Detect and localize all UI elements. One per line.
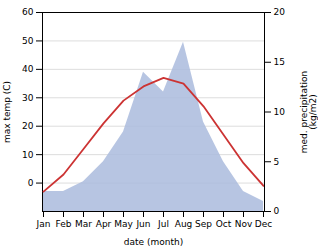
svg-text:May: May bbox=[114, 219, 133, 229]
svg-text:50: 50 bbox=[22, 36, 34, 46]
svg-text:Aug: Aug bbox=[175, 219, 193, 229]
svg-text:Jun: Jun bbox=[135, 219, 150, 229]
svg-text:0: 0 bbox=[274, 206, 280, 216]
svg-text:0: 0 bbox=[28, 178, 34, 188]
svg-text:Sep: Sep bbox=[195, 219, 212, 229]
svg-text:60: 60 bbox=[22, 7, 34, 17]
svg-text:max temp (C): max temp (C) bbox=[2, 81, 12, 143]
svg-text:40: 40 bbox=[22, 64, 34, 74]
svg-text:med. precipitation(kg/m2): med. precipitation(kg/m2) bbox=[299, 71, 318, 153]
svg-text:date (month): date (month) bbox=[124, 237, 183, 247]
svg-text:Apr: Apr bbox=[96, 219, 112, 229]
svg-text:15: 15 bbox=[274, 57, 285, 67]
svg-text:Jul: Jul bbox=[157, 219, 169, 229]
svg-text:Oct: Oct bbox=[216, 219, 232, 229]
svg-text:Jan: Jan bbox=[36, 219, 51, 229]
svg-text:10: 10 bbox=[22, 150, 34, 160]
svg-text:Nov: Nov bbox=[235, 219, 253, 229]
svg-text:30: 30 bbox=[22, 93, 34, 103]
svg-text:20: 20 bbox=[22, 121, 34, 131]
svg-text:10: 10 bbox=[274, 107, 286, 117]
svg-text:5: 5 bbox=[274, 157, 280, 167]
svg-text:Feb: Feb bbox=[56, 219, 72, 229]
svg-text:Dec: Dec bbox=[255, 219, 272, 229]
svg-text:Mar: Mar bbox=[75, 219, 92, 229]
svg-text:20: 20 bbox=[274, 7, 286, 17]
